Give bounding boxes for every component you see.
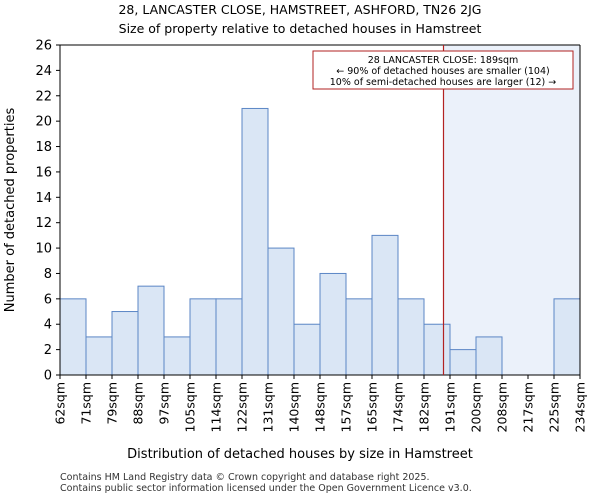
x-tick-label-165sqm: 165sqm bbox=[365, 382, 380, 432]
footer-line-1: Contains HM Land Registry data © Crown c… bbox=[60, 472, 430, 483]
x-tick-label-174sqm: 174sqm bbox=[391, 382, 406, 432]
x-tick-label-105sqm: 105sqm bbox=[183, 382, 198, 432]
chart-subtitle: Size of property relative to detached ho… bbox=[119, 21, 482, 36]
y-tick-label: 16 bbox=[35, 165, 52, 180]
bar-148sqm bbox=[319, 272, 347, 376]
x-tick-label-62sqm: 62sqm bbox=[53, 382, 68, 425]
x-tick-label-114sqm: 114sqm bbox=[209, 382, 224, 432]
chart-title: 28, LANCASTER CLOSE, HAMSTREET, ASHFORD,… bbox=[118, 2, 481, 17]
x-tick-label-234sqm: 234sqm bbox=[573, 382, 588, 432]
y-tick-label: 18 bbox=[35, 140, 52, 155]
annotation-line-2: ← 90% of detached houses are smaller (10… bbox=[336, 66, 549, 77]
x-tick-label-79sqm: 79sqm bbox=[105, 382, 120, 425]
bar-174sqm bbox=[397, 298, 425, 376]
bar-200sqm bbox=[475, 336, 503, 376]
y-tick-label: 22 bbox=[35, 89, 52, 104]
y-tick-label: 8 bbox=[44, 267, 52, 282]
x-tick-label-182sqm: 182sqm bbox=[417, 382, 432, 432]
x-tick-label-191sqm: 191sqm bbox=[443, 382, 458, 432]
bar-131sqm bbox=[267, 247, 295, 376]
x-tick-label-131sqm: 131sqm bbox=[261, 382, 276, 432]
footer-line-2: Contains public sector information licen… bbox=[60, 483, 472, 494]
y-tick-label: 10 bbox=[35, 242, 52, 257]
x-tick-label-140sqm: 140sqm bbox=[287, 382, 302, 432]
y-tick-label: 24 bbox=[35, 64, 52, 79]
bar-114sqm bbox=[215, 298, 243, 376]
x-tick-label-157sqm: 157sqm bbox=[339, 382, 354, 432]
x-tick-label-97sqm: 97sqm bbox=[157, 382, 172, 425]
y-tick-label: 0 bbox=[44, 369, 52, 384]
annotation-line-3: 10% of semi-detached houses are larger (… bbox=[330, 77, 557, 88]
y-axis-label: Number of detached properties bbox=[3, 108, 18, 313]
bar-105sqm bbox=[189, 298, 217, 376]
bar-140sqm bbox=[293, 323, 321, 376]
x-tick-label-88sqm: 88sqm bbox=[131, 382, 146, 425]
bar-157sqm bbox=[345, 298, 373, 376]
x-tick-label-208sqm: 208sqm bbox=[495, 382, 510, 432]
bar-62sqm bbox=[59, 298, 87, 376]
annotation-box bbox=[312, 50, 574, 90]
bar-182sqm bbox=[423, 323, 451, 376]
x-axis-label: Distribution of detached houses by size … bbox=[127, 447, 473, 462]
bar-79sqm bbox=[111, 311, 139, 376]
y-tick-label: 12 bbox=[35, 216, 52, 231]
x-tick-label-217sqm: 217sqm bbox=[521, 382, 536, 432]
bar-165sqm bbox=[371, 234, 399, 376]
bar-191sqm bbox=[449, 349, 477, 376]
bar-225sqm bbox=[553, 298, 581, 376]
x-tick-label-122sqm: 122sqm bbox=[235, 382, 250, 432]
x-tick-label-225sqm: 225sqm bbox=[547, 382, 562, 432]
y-tick-label: 26 bbox=[35, 39, 52, 54]
y-tick-label: 14 bbox=[35, 191, 52, 206]
y-tick-label: 2 bbox=[44, 343, 52, 358]
x-tick-label-200sqm: 200sqm bbox=[469, 382, 484, 432]
x-tick-label-71sqm: 71sqm bbox=[79, 382, 94, 425]
y-tick-label: 4 bbox=[44, 318, 52, 333]
bar-122sqm bbox=[241, 107, 269, 376]
x-tick-label-148sqm: 148sqm bbox=[313, 382, 328, 432]
annotation-line-1: 28 LANCASTER CLOSE: 189sqm bbox=[368, 55, 519, 66]
y-tick-label: 20 bbox=[35, 115, 52, 130]
y-tick-label: 6 bbox=[44, 292, 52, 307]
bar-88sqm bbox=[137, 285, 165, 376]
bar-71sqm bbox=[85, 336, 113, 376]
bar-97sqm bbox=[163, 336, 191, 376]
